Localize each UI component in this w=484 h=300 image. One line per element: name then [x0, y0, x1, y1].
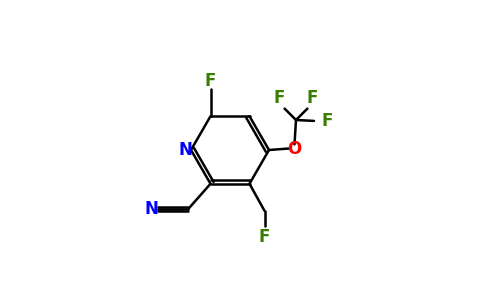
Text: N: N: [179, 141, 193, 159]
Text: F: F: [307, 89, 318, 107]
Text: O: O: [287, 140, 302, 158]
Text: F: F: [274, 89, 285, 107]
Text: F: F: [321, 112, 333, 130]
Text: F: F: [205, 72, 216, 90]
Text: N: N: [144, 200, 158, 218]
Text: F: F: [259, 228, 270, 246]
